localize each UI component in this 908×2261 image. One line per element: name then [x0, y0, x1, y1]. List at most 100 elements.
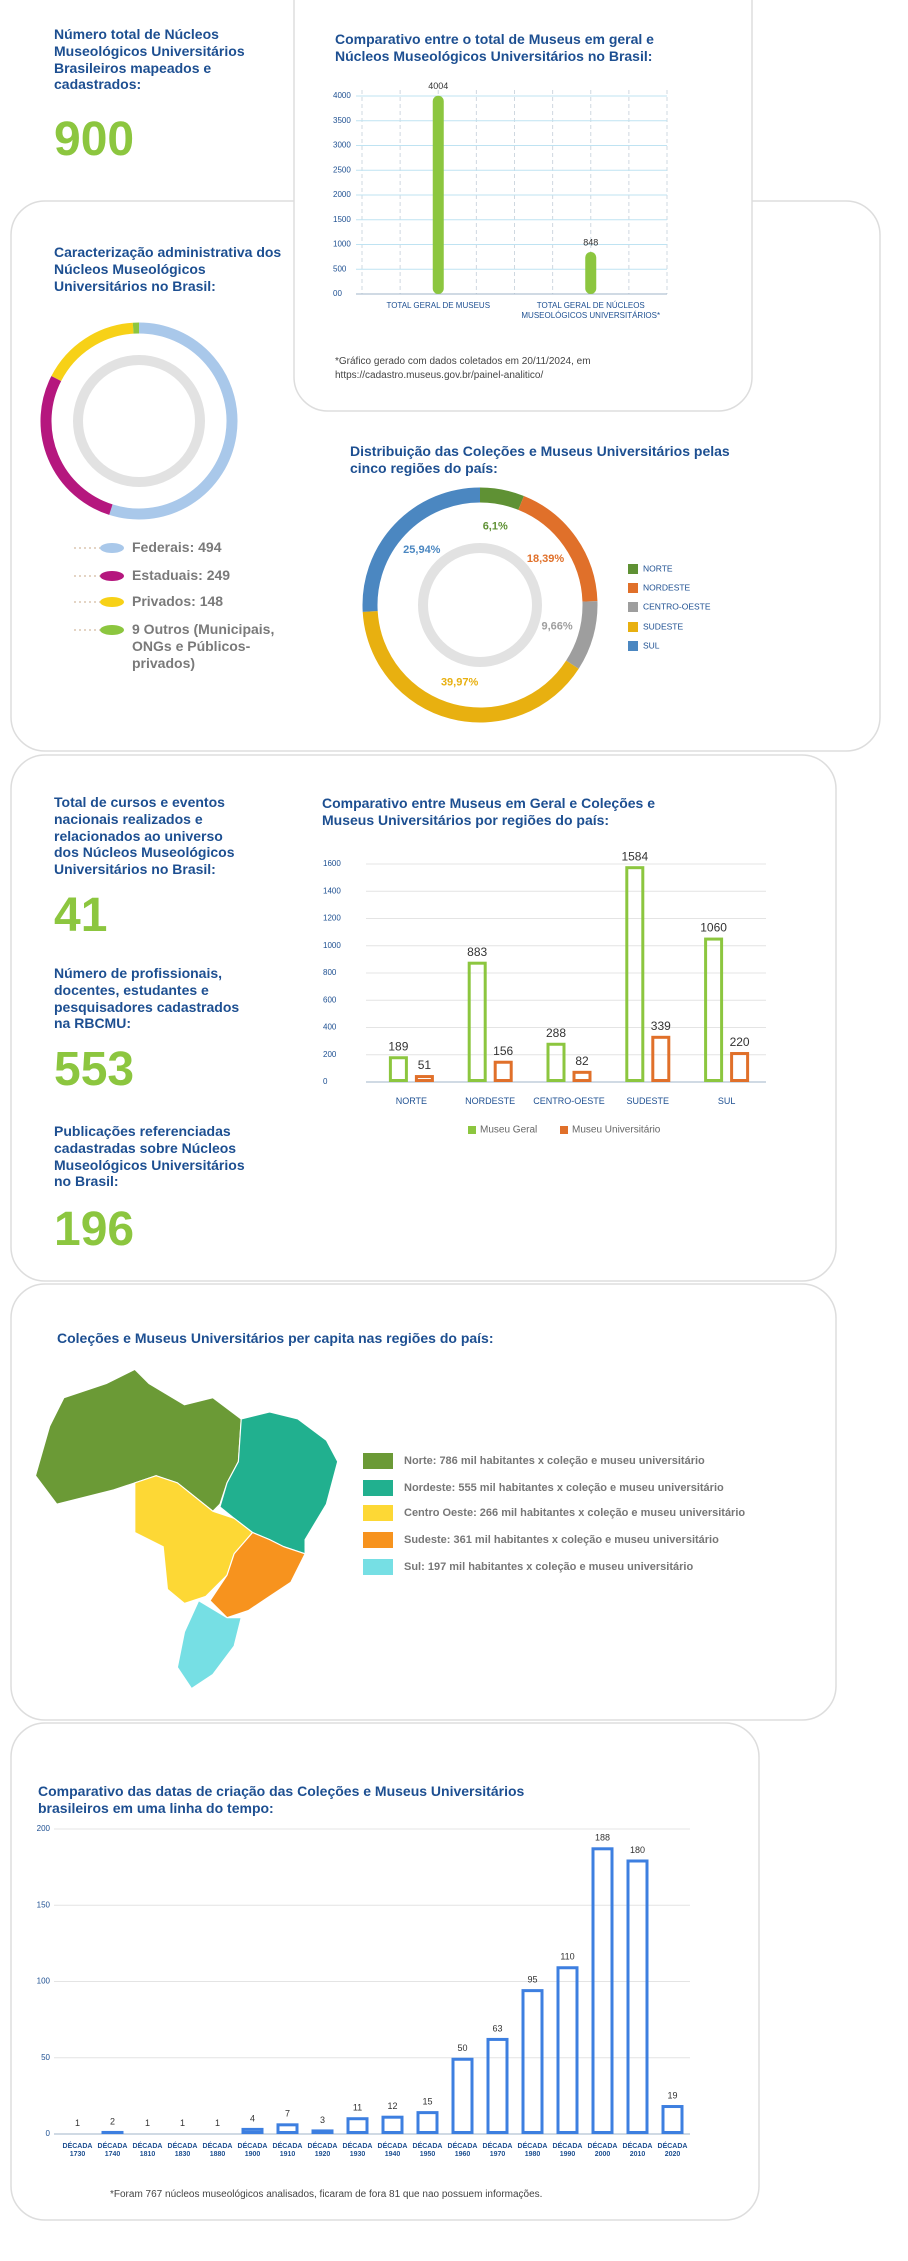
- donut-segment: [565, 601, 598, 669]
- y-tick-label: 200: [37, 1824, 51, 1833]
- x-tick-label: DÉCADA 1740: [97, 2143, 128, 2159]
- bar: [388, 1056, 408, 1083]
- y-tick-label: 3500: [333, 116, 351, 125]
- y-tick-label: 150: [37, 1900, 51, 1909]
- bar: [625, 866, 645, 1082]
- value-label: 2: [110, 2116, 115, 2126]
- value-label: 288: [546, 1026, 566, 1040]
- value-label: 188: [595, 1833, 610, 1843]
- y-tick-label: 2500: [333, 165, 351, 174]
- x-tick-label: DÉCADA 1930: [342, 2143, 373, 2159]
- y-tick-label: 500: [333, 264, 347, 273]
- value-label: 1: [215, 2118, 220, 2128]
- x-tick-label: DÉCADA 1940: [377, 2143, 408, 2159]
- donut-segment: [109, 322, 238, 520]
- card: [293, 0, 753, 412]
- value-label: 7: [285, 2109, 290, 2119]
- chart-title: Caracterização administrativa dos Núcleo…: [54, 244, 282, 294]
- x-tick-label: TOTAL GERAL DE MUSEUS: [386, 301, 491, 310]
- map-title: Coleções e Museus Universitários per cap…: [57, 1330, 494, 1346]
- value-label: 82: [575, 1054, 589, 1068]
- stat-title: Total de cursos e eventos nacionais real…: [54, 794, 235, 878]
- chart-note: *Gráfico gerado com dados coletados em 2…: [335, 356, 591, 381]
- bar: [730, 1052, 750, 1083]
- bar: [704, 937, 724, 1083]
- x-tick-label: DÉCADA 2000: [587, 2143, 618, 2159]
- x-tick-label: DÉCADA 2020: [657, 2143, 688, 2159]
- value-label: 1: [75, 2118, 80, 2128]
- bar: [414, 1075, 434, 1083]
- legend-swatch: [628, 564, 638, 574]
- value-label: 110: [560, 1952, 574, 1962]
- x-tick-label: SUDESTE: [626, 1096, 670, 1106]
- y-tick-label: 00: [333, 289, 342, 298]
- value-label: 4004: [428, 81, 448, 91]
- x-tick-label: NORTE: [395, 1096, 428, 1106]
- donut-segment: [479, 487, 524, 511]
- value-label: 156: [493, 1044, 513, 1058]
- legend-label: NORTE: [643, 563, 673, 573]
- legend-label: CENTRO-OESTE: [643, 601, 711, 611]
- x-tick-label: TOTAL GERAL DE NÚCLEOS MUSEOLÓGICOS UNIV…: [521, 301, 661, 320]
- value-label: 51: [418, 1058, 432, 1072]
- legend-label: Sudeste: 361 mil habitantes x coleção e …: [404, 1534, 719, 1546]
- y-tick-label: 0: [46, 2129, 51, 2138]
- donut-segment: [362, 487, 481, 612]
- legend-swatch: [468, 1126, 476, 1134]
- legend-label: Centro Oeste: 266 mil habitantes x coleç…: [404, 1507, 745, 1519]
- x-tick-label: DÉCADA 2010: [622, 2143, 653, 2159]
- y-tick-label: 800: [323, 968, 337, 977]
- value-label: 25,94%: [403, 544, 441, 556]
- bar: [416, 2111, 439, 2134]
- chart-note: *Foram 767 núcleos museológicos analisad…: [110, 2189, 543, 2200]
- value-label: 18,39%: [527, 553, 565, 565]
- x-tick-label: DÉCADA 1880: [202, 2143, 233, 2159]
- value-label: 9,66%: [541, 620, 572, 632]
- bar: [591, 1847, 614, 2135]
- chart-title: Comparativo das datas de criação das Col…: [38, 1783, 525, 1816]
- bar: [451, 2057, 474, 2134]
- legend-label: SUDESTE: [643, 621, 683, 631]
- y-tick-label: 2000: [333, 190, 351, 199]
- donut-segment: [362, 610, 579, 723]
- legend-swatch: [100, 543, 124, 553]
- y-tick-label: 0: [323, 1077, 328, 1086]
- value-label: 3: [320, 2115, 325, 2125]
- x-tick-label: CENTRO-OESTE: [533, 1096, 605, 1106]
- legend-swatch: [628, 602, 638, 612]
- x-tick-label: SUL: [717, 1096, 736, 1106]
- y-tick-label: 1600: [323, 859, 341, 868]
- stat-value: 553: [54, 1043, 135, 1096]
- chart-title: Distribuição das Coleções e Museus Unive…: [350, 443, 730, 476]
- legend-swatch: [363, 1532, 393, 1548]
- x-tick-label: DÉCADA 1950: [412, 2143, 443, 2159]
- value-label: 1584: [621, 849, 648, 863]
- value-label: 180: [630, 1845, 645, 1855]
- bar: [381, 2115, 404, 2134]
- value-label: 220: [730, 1035, 750, 1049]
- y-tick-label: 50: [41, 2053, 50, 2062]
- bar: [346, 2117, 369, 2135]
- x-tick-label: DÉCADA 1810: [132, 2143, 163, 2159]
- bar: [546, 1042, 566, 1083]
- map: [34, 1368, 339, 1690]
- x-tick-label: DÉCADA 1980: [517, 2143, 548, 2159]
- legend-swatch: [100, 571, 124, 581]
- stat-title: Número total de Núcleos Museológicos Uni…: [54, 26, 245, 93]
- value-label: 189: [388, 1039, 408, 1053]
- value-label: 4: [250, 2113, 255, 2123]
- legend-swatch: [628, 622, 638, 632]
- value-label: 12: [387, 2101, 397, 2111]
- bar: [467, 961, 487, 1082]
- legend-label: Museu Universitário: [572, 1125, 661, 1136]
- map-region-sudeste: [209, 1531, 306, 1619]
- donut-inner-ring: [418, 543, 542, 667]
- value-label: 39,97%: [441, 676, 479, 688]
- x-tick-label: DÉCADA 1910: [272, 2143, 303, 2159]
- value-label: 339: [651, 1019, 671, 1033]
- stat-value: 196: [54, 1203, 135, 1256]
- chart-title: Comparativo entre Museus em Geral e Cole…: [322, 795, 656, 828]
- bar: [493, 1060, 513, 1082]
